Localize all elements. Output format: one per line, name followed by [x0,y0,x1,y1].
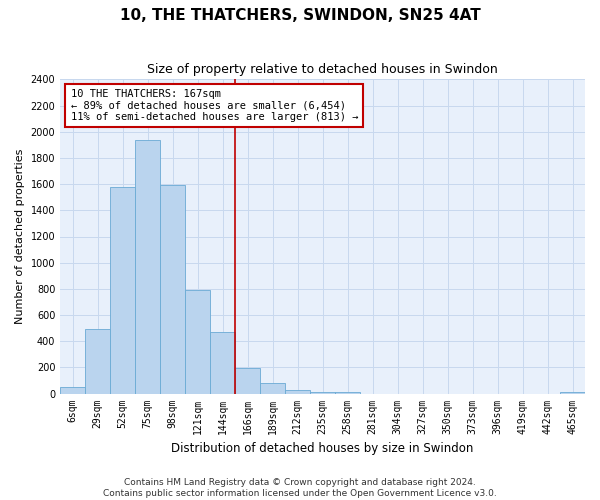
Bar [60,387,85,394]
Bar [110,187,135,394]
Text: 10, THE THATCHERS, SWINDON, SN25 4AT: 10, THE THATCHERS, SWINDON, SN25 4AT [119,8,481,22]
Bar [210,332,235,394]
Bar [235,368,260,394]
Bar [310,392,335,394]
Y-axis label: Number of detached properties: Number of detached properties [15,149,25,324]
Bar [335,392,360,394]
Bar [285,390,310,394]
Bar [135,140,160,394]
Bar [85,330,110,394]
Bar [560,392,585,394]
Bar [185,290,210,394]
Title: Size of property relative to detached houses in Swindon: Size of property relative to detached ho… [147,62,498,76]
Text: 10 THE THATCHERS: 167sqm
← 89% of detached houses are smaller (6,454)
11% of sem: 10 THE THATCHERS: 167sqm ← 89% of detach… [71,89,358,122]
Text: Contains HM Land Registry data © Crown copyright and database right 2024.
Contai: Contains HM Land Registry data © Crown c… [103,478,497,498]
Bar [260,383,285,394]
X-axis label: Distribution of detached houses by size in Swindon: Distribution of detached houses by size … [172,442,474,455]
Bar [160,186,185,394]
